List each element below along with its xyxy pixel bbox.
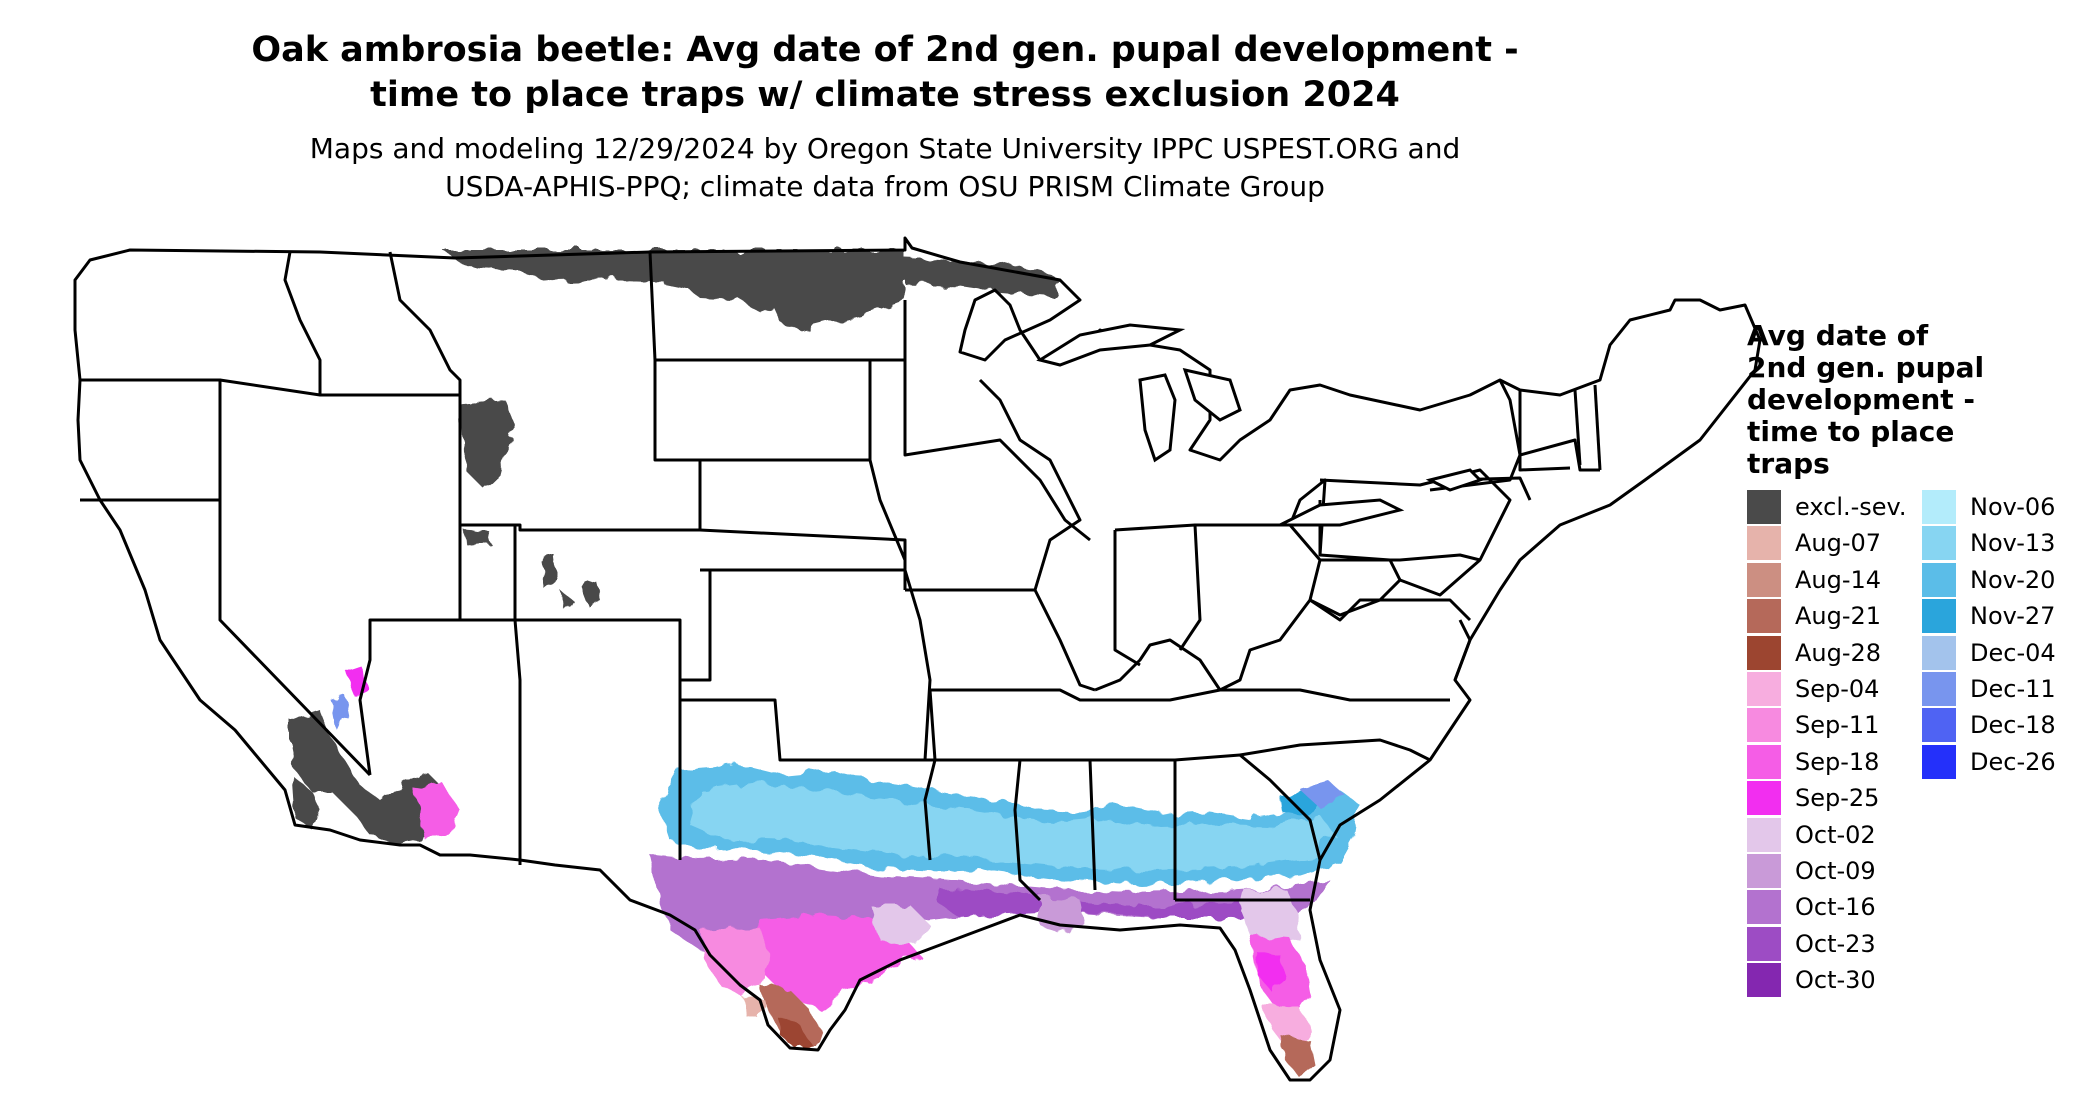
legend-item: Oct-16 xyxy=(1747,890,1876,925)
legend-swatch xyxy=(1922,526,1956,561)
legend-label: Oct-02 xyxy=(1795,820,1876,849)
legend-swatch xyxy=(1747,744,1781,779)
map-subtitle: Maps and modeling 12/29/2024 by Oregon S… xyxy=(0,130,1770,206)
legend-swatch xyxy=(1922,490,1956,524)
great-lakes xyxy=(1036,323,1483,527)
legend-item: Nov-13 xyxy=(1922,526,2056,561)
legend-item: Sep-04 xyxy=(1747,672,1879,706)
legend-swatch xyxy=(1747,708,1781,743)
legend-label: excl.-sev. xyxy=(1795,493,1907,521)
legend-swatch xyxy=(1747,599,1781,634)
legend-label: Nov-06 xyxy=(1970,493,2056,521)
legend-label: Oct-30 xyxy=(1795,966,1876,995)
legend-label: Sep-18 xyxy=(1795,747,1880,776)
legend-title: Avg date of 2nd gen. pupal development -… xyxy=(1747,320,2067,480)
legend-swatch xyxy=(1922,708,1956,743)
legend-title-line: 2nd gen. pupal xyxy=(1747,351,1985,384)
legend-label: Sep-25 xyxy=(1795,784,1880,813)
legend-label: Aug-21 xyxy=(1795,602,1882,631)
legend-swatch xyxy=(1922,672,1956,706)
legend-swatch xyxy=(1747,526,1781,561)
legend-label: Sep-04 xyxy=(1795,675,1880,703)
legend-label: Oct-16 xyxy=(1795,893,1876,922)
legend-swatch xyxy=(1747,890,1781,925)
legend-swatch xyxy=(1747,490,1781,524)
legend-item: Sep-18 xyxy=(1747,744,1880,779)
legend-label: Aug-14 xyxy=(1795,565,1882,594)
legend-label: Nov-27 xyxy=(1970,602,2056,631)
legend-label: Dec-18 xyxy=(1970,711,2056,740)
legend-swatch xyxy=(1922,744,1956,779)
map-title-line-1: Oak ambrosia beetle: Avg date of 2nd gen… xyxy=(251,30,1519,70)
legend-label: Dec-26 xyxy=(1970,747,2056,776)
legend-label: Oct-09 xyxy=(1795,857,1876,885)
legend-item: Oct-30 xyxy=(1747,963,1876,998)
legend-label: Aug-28 xyxy=(1795,638,1882,667)
legend-item: Aug-07 xyxy=(1747,526,1882,561)
map-title: Oak ambrosia beetle: Avg date of 2nd gen… xyxy=(0,28,1770,118)
legend-item: Nov-27 xyxy=(1922,599,2056,634)
legend-label: Nov-13 xyxy=(1970,529,2056,558)
legend-item: Sep-11 xyxy=(1747,708,1880,743)
legend-label: Dec-04 xyxy=(1970,638,2056,667)
legend-item: Dec-11 xyxy=(1922,672,2056,706)
legend-title-line: time to place xyxy=(1747,415,1955,448)
legend-swatch xyxy=(1747,781,1781,816)
legend-item: Nov-20 xyxy=(1922,562,2056,597)
legend-swatch xyxy=(1922,635,1956,670)
legend-swatch xyxy=(1922,599,1956,634)
legend-item: Oct-02 xyxy=(1747,817,1876,852)
legend-item: Sep-25 xyxy=(1747,781,1880,816)
legend-title-line: Avg date of xyxy=(1747,319,1929,352)
map-subtitle-line-1: Maps and modeling 12/29/2024 by Oregon S… xyxy=(309,132,1461,165)
legend-swatch xyxy=(1747,817,1781,852)
legend-label: Oct-23 xyxy=(1795,929,1876,958)
legend-item: Dec-18 xyxy=(1922,708,2056,743)
legend-title-line: development - xyxy=(1747,383,1976,416)
climate-exclusion-zones xyxy=(290,250,1060,845)
legend-item: Dec-26 xyxy=(1922,744,2056,779)
legend-label: Sep-11 xyxy=(1795,711,1880,740)
legend-item: Aug-28 xyxy=(1747,635,1882,670)
legend-swatch xyxy=(1747,926,1781,961)
model-date-zones xyxy=(330,665,1360,1078)
legend-swatch xyxy=(1747,854,1781,888)
legend-swatch xyxy=(1747,562,1781,597)
legend-label: Nov-20 xyxy=(1970,565,2056,594)
map-subtitle-line-2: USDA-APHIS-PPQ; climate data from OSU PR… xyxy=(445,170,1325,203)
legend-label: Aug-07 xyxy=(1795,529,1882,558)
legend-item: Oct-09 xyxy=(1747,854,1876,888)
legend-swatch xyxy=(1747,672,1781,706)
legend-swatch xyxy=(1747,635,1781,670)
legend-title-line: traps xyxy=(1747,447,1830,480)
map-title-line-2: time to place traps w/ climate stress ex… xyxy=(370,75,1400,115)
legend-swatch xyxy=(1922,562,1956,597)
legend-item: Aug-14 xyxy=(1747,562,1882,597)
legend-swatch xyxy=(1747,963,1781,998)
legend-item: Dec-04 xyxy=(1922,635,2056,670)
legend-item: Oct-23 xyxy=(1747,926,1876,961)
legend-item: Aug-21 xyxy=(1747,599,1882,634)
legend-label: Dec-11 xyxy=(1970,675,2056,703)
legend-item: excl.-sev. xyxy=(1747,490,1907,524)
legend-item: Nov-06 xyxy=(1922,490,2055,524)
us-outline xyxy=(73,236,1762,1082)
state-outlines xyxy=(73,236,1762,1082)
